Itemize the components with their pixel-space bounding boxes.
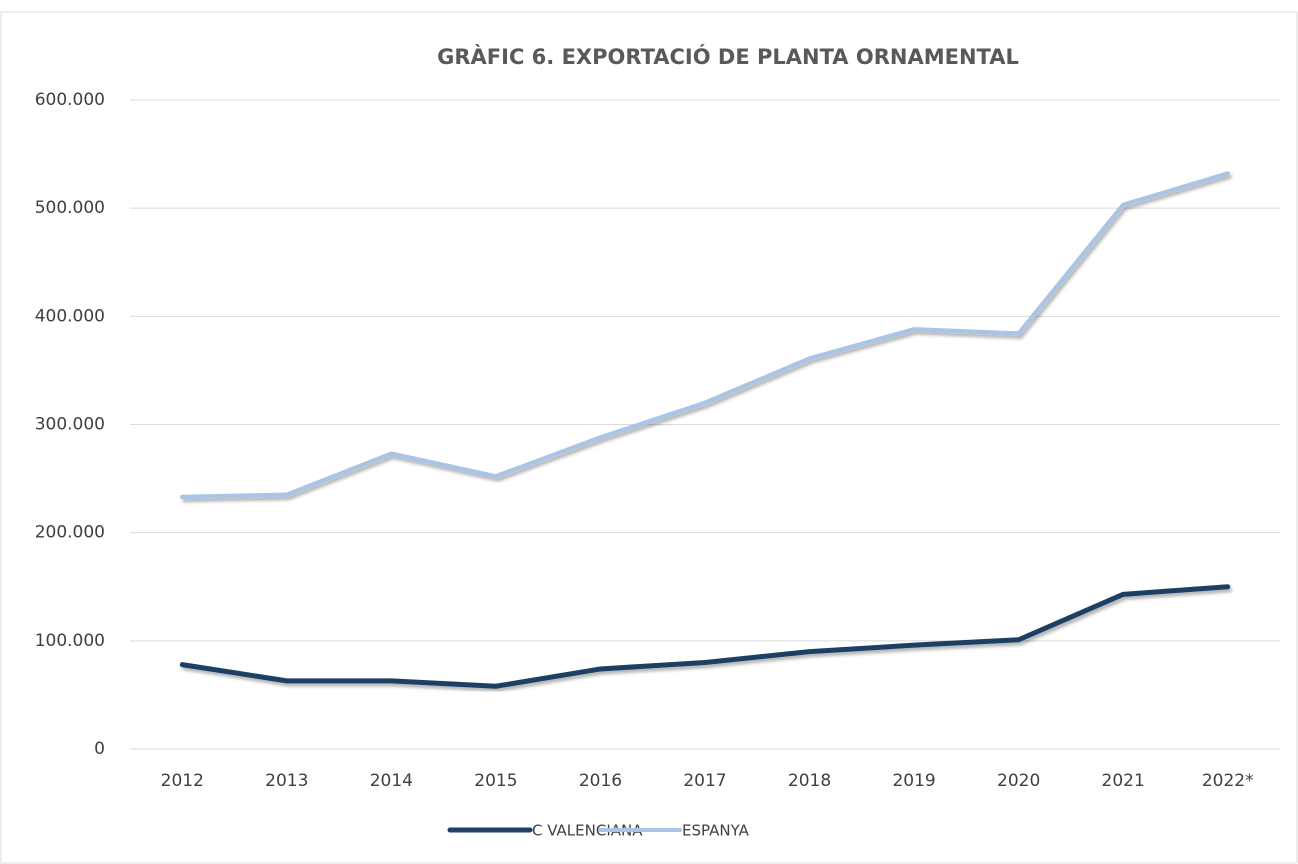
chart-border (0, 11, 1298, 864)
x-tick-label: 2020 (997, 771, 1040, 791)
y-tick-label: 100.000 (35, 631, 105, 651)
x-tick-label: 2017 (683, 771, 726, 791)
y-tick-label: 600.000 (35, 90, 105, 110)
legend-label: C VALENCIANA (532, 822, 643, 840)
line-series (179, 584, 1231, 689)
x-tick-label: 2012 (161, 771, 204, 791)
y-tick-label: 400.000 (35, 306, 105, 326)
x-tick-label: 2018 (788, 771, 831, 791)
legend-label: ESPANYA (682, 822, 750, 840)
x-tick-label: 2015 (474, 771, 517, 791)
chart-title: GRÀFIC 6. EXPORTACIÓ DE PLANTA ORNAMENTA… (437, 44, 1019, 69)
y-tick-label: 300.000 (35, 415, 105, 435)
y-tick-label: 200.000 (35, 523, 105, 543)
x-tick-label: 2019 (892, 771, 935, 791)
x-tick-label: 2016 (579, 771, 622, 791)
y-tick-label: 500.000 (35, 198, 105, 218)
x-tick-label: 2022* (1202, 771, 1254, 791)
line-series (180, 171, 1230, 500)
x-tick-label: 2013 (265, 771, 308, 791)
x-tick-label: 2021 (1102, 771, 1145, 791)
x-tick-label: 2014 (370, 771, 413, 791)
y-tick-label: 0 (94, 739, 105, 759)
